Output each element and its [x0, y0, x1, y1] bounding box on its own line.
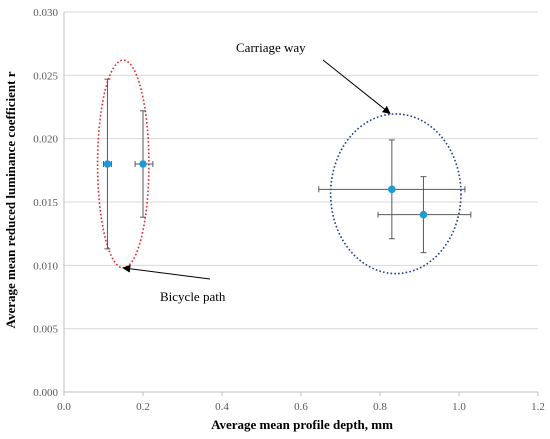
y-tick-label: 0.020 — [33, 134, 58, 146]
annotation-label: Bicycle path — [160, 289, 226, 304]
y-tick-label: 0.025 — [33, 70, 58, 82]
data-point — [419, 210, 428, 219]
y-tick-label: 0.000 — [33, 387, 58, 399]
tick-labels: 0.000 0.005 0.010 0.015 0.020 0.025 0.030 0.0 0.… — [33, 7, 545, 413]
annotation-arrow — [122, 264, 211, 280]
y-tick-label: 0.010 — [33, 260, 58, 272]
y-tick-label: 0.030 — [33, 7, 58, 19]
annotation-arrow — [322, 59, 391, 114]
annotation-ellipses — [96, 59, 462, 275]
y-axis-title: Average mean reduced luminance coefficie… — [3, 71, 18, 328]
gridlines — [64, 11, 538, 330]
x-tick-label: 0.4 — [215, 401, 229, 413]
x-tick-label: 0.6 — [294, 401, 308, 413]
annotations: Bicycle path Carriage way — [122, 40, 391, 304]
data-points — [103, 160, 428, 219]
x-axis-title: Average mean profile depth, mm — [211, 417, 393, 432]
x-tick-label: 1.0 — [452, 401, 466, 413]
y-tick-label: 0.005 — [33, 324, 58, 336]
y-tick-label: 0.015 — [33, 197, 58, 209]
data-point — [139, 160, 147, 168]
annotation-label: Carriage way — [236, 40, 306, 55]
data-point — [103, 160, 112, 168]
annotation-ellipse — [329, 113, 462, 275]
x-tick-label: 1.2 — [531, 401, 545, 413]
axes — [63, 12, 539, 396]
x-tick-label: 0.0 — [57, 401, 71, 413]
data-point — [388, 185, 396, 194]
x-tick-label: 0.8 — [373, 401, 387, 413]
x-tick-label: 0.2 — [136, 401, 150, 413]
error-bars — [103, 78, 472, 254]
